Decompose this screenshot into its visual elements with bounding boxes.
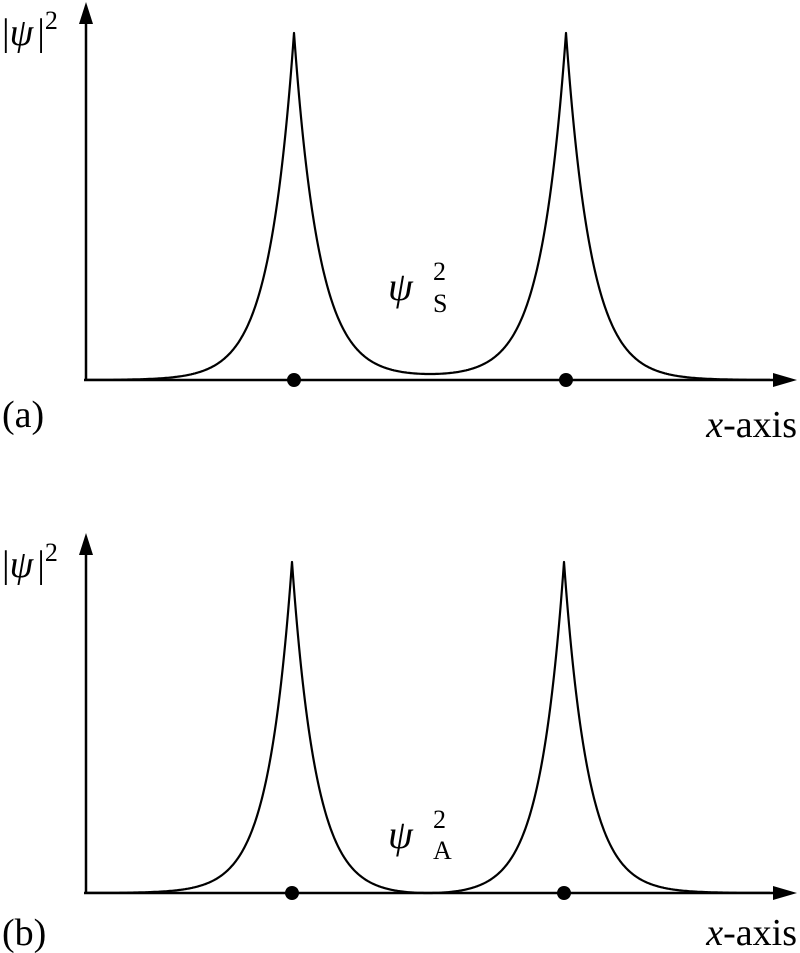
curve-label-superscript-b: 2 <box>433 805 446 834</box>
nucleus-dot-right-b <box>557 886 571 900</box>
x-axis-arrow-b <box>773 886 797 900</box>
curve-label-symbol-b: ψ <box>388 812 414 857</box>
nucleus-dot-left-b <box>285 886 299 900</box>
panel-label-a: (a) <box>2 394 44 436</box>
curve-label-a: ψ 2 S <box>388 257 447 318</box>
panel-b: |ψ |2 ψ 2 A (b) x-axis <box>2 533 797 953</box>
nucleus-dot-right-a <box>559 373 573 387</box>
y-axis-arrow-b <box>79 533 93 555</box>
panel-a: |ψ |2 ψ 2 S (a) x-axis <box>2 2 797 446</box>
y-axis-label-a: |ψ |2 <box>2 6 58 54</box>
x-axis-label-b: x-axis <box>705 912 797 953</box>
x-axis-label-a: x-axis <box>705 404 797 446</box>
y-axis-arrow-a <box>79 2 93 24</box>
curve-label-b: ψ 2 A <box>388 805 452 865</box>
x-axis-arrow-a <box>773 373 797 387</box>
psi-a-squared-curve <box>85 560 771 895</box>
nucleus-dot-left-a <box>287 373 301 387</box>
curve-label-subscript-b: A <box>433 836 452 865</box>
panel-label-b: (b) <box>2 912 46 953</box>
curve-label-superscript-a: 2 <box>433 257 446 286</box>
y-axis-label-b: |ψ |2 <box>2 538 58 586</box>
psi-s-squared-curve <box>85 31 771 381</box>
curve-label-symbol-a: ψ <box>388 264 414 309</box>
curve-label-subscript-a: S <box>433 289 447 318</box>
